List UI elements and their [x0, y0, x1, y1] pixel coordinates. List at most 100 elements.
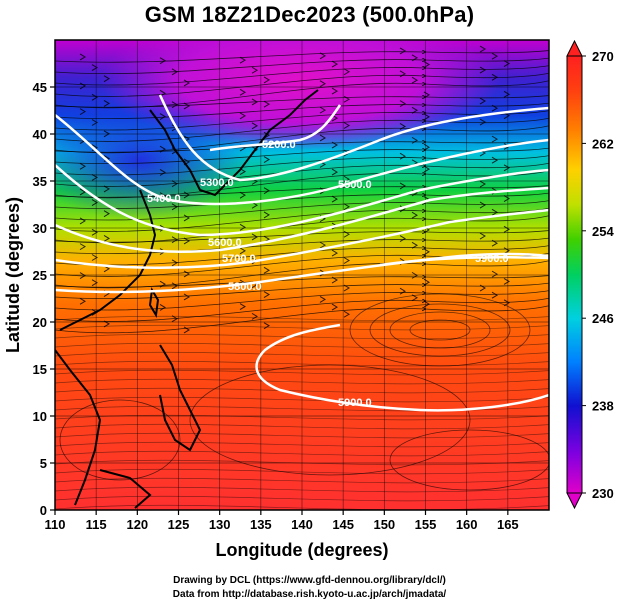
streamline — [55, 387, 549, 394]
wind-arrow — [91, 119, 98, 126]
wind-arrow — [79, 188, 86, 196]
wind-arrow — [411, 136, 418, 144]
wind-arrow — [171, 236, 178, 244]
coastlines — [55, 89, 319, 509]
wind-arrow — [103, 234, 110, 242]
wind-arrow — [91, 93, 98, 101]
wind-arrow — [423, 91, 430, 99]
contour-line-5400 — [55, 114, 549, 206]
wind-arrow — [479, 97, 486, 105]
x-tick-label: 165 — [497, 517, 519, 532]
wind-arrow — [343, 122, 350, 129]
streamline-swirl — [409, 319, 471, 341]
colorbar-tick-label: 246 — [592, 311, 614, 326]
y-tick-label: 0 — [40, 503, 47, 518]
streamline — [55, 423, 549, 430]
wind-arrow — [411, 106, 418, 114]
wind-arrow — [79, 53, 86, 61]
x-tick-label: 120 — [126, 517, 148, 532]
coastline-taiwan — [148, 287, 160, 318]
wind-arrow — [263, 211, 270, 219]
wind-arrow — [331, 303, 338, 311]
credit-drawing: Drawing by DCL (https://www.gfd-dennou.o… — [173, 575, 446, 586]
wind-arrow — [319, 106, 326, 114]
wind-arrow — [319, 52, 326, 60]
wind-arrow — [159, 89, 166, 97]
wind-arrow — [263, 156, 270, 163]
y-tick-label: 15 — [33, 362, 47, 377]
wind-arrow — [399, 123, 406, 130]
contour-label: 5900.0 — [338, 397, 372, 409]
contour-label: 5600.0 — [208, 237, 242, 249]
wind-arrow — [159, 168, 166, 176]
wind-arrow — [491, 135, 498, 143]
y-tick-label: 10 — [33, 409, 47, 424]
x-tick-label: 150 — [373, 517, 395, 532]
y-axis-title: Latitude (degrees) — [3, 197, 23, 353]
wind-arrow — [239, 303, 246, 311]
wind-arrow — [171, 101, 178, 109]
x-tick-label: 110 — [45, 517, 66, 532]
streamline — [55, 432, 549, 439]
wind-arrow — [331, 141, 338, 149]
wind-arrow — [491, 156, 498, 164]
wind-arrow — [399, 100, 406, 107]
wind-arrow — [159, 113, 166, 120]
wind-arrow — [399, 152, 406, 160]
wind-arrow — [263, 100, 270, 108]
wind-arrow — [251, 66, 258, 74]
wind-arrow — [491, 291, 498, 299]
contour-line-5900-north — [379, 256, 549, 267]
wind-arrow — [103, 185, 110, 193]
contour-label: 5800.0 — [228, 281, 262, 293]
streamline — [55, 396, 549, 403]
contour-line-5700 — [55, 208, 549, 270]
wind-arrow — [183, 293, 190, 301]
x-axis-title: Longitude (degrees) — [215, 540, 388, 560]
wind-arrow — [331, 276, 338, 284]
wind-arrow — [91, 173, 98, 181]
colorbar-top-arrow — [566, 39, 583, 57]
wind-arrow — [479, 118, 486, 126]
wind-arrow — [171, 203, 178, 211]
x-tick-label: 140 — [291, 517, 313, 532]
colorbar-bottom-arrow — [566, 492, 583, 510]
wind-arrow — [91, 228, 98, 236]
wind-arrow — [171, 315, 178, 323]
streamline — [55, 441, 549, 448]
wind-arrow — [183, 79, 190, 87]
x-axis-ticks: 110 115 120 125 130 135 140 145 150 155 160 165 — [45, 510, 519, 532]
y-tick-label: 20 — [33, 315, 47, 330]
wind-arrow — [491, 73, 498, 81]
streamline-swirl — [389, 429, 549, 491]
x-tick-label: 130 — [209, 517, 231, 532]
streamline — [55, 414, 549, 421]
streamline-swirl — [189, 364, 471, 476]
wind-arrow — [411, 76, 418, 84]
streamline — [55, 378, 549, 385]
colorbar-tick-label: 238 — [592, 399, 614, 414]
wind-arrow — [479, 66, 486, 74]
wind-arrow — [239, 56, 246, 64]
wind-arrow — [239, 247, 246, 255]
wind-arrow — [343, 230, 350, 238]
wind-arrow — [239, 168, 246, 176]
wind-arrow — [411, 211, 418, 219]
streamline — [55, 369, 549, 376]
wind-arrow — [171, 282, 178, 290]
wind-arrow — [331, 249, 338, 257]
contour-labels: 5200.0 5300.0 5400.0 5500.0 5600.0 5700.… — [147, 139, 509, 409]
coastline-indochina — [55, 349, 102, 506]
wind-arrow — [479, 284, 486, 292]
wind-arrow — [103, 130, 110, 138]
y-tick-label: 30 — [33, 221, 47, 236]
wind-arrow — [79, 297, 86, 305]
y-axis-ticks: 0 5 10 15 20 25 30 35 40 45 — [33, 80, 55, 518]
wind-arrow — [239, 223, 246, 231]
wind-arrow — [79, 272, 86, 280]
x-tick-label: 145 — [332, 517, 354, 532]
wind-arrow — [239, 88, 246, 96]
wind-arrow — [343, 95, 350, 103]
streamline — [55, 342, 549, 349]
colorbar-tick-label: 230 — [592, 486, 614, 501]
